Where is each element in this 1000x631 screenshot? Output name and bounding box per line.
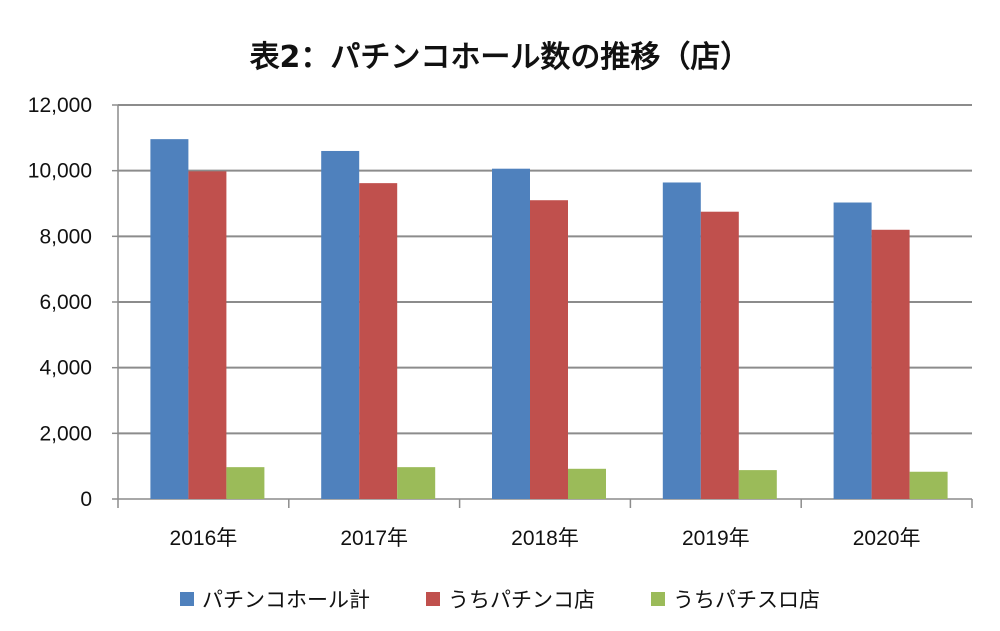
bar bbox=[871, 229, 910, 499]
bar bbox=[226, 467, 265, 499]
x-tick-label: 2017年 bbox=[340, 527, 408, 550]
bar bbox=[530, 200, 568, 499]
bar bbox=[738, 470, 777, 499]
bar bbox=[909, 471, 948, 499]
bar bbox=[700, 211, 739, 500]
legend-label: うちパチンコ店 bbox=[448, 588, 595, 612]
bar bbox=[359, 183, 398, 500]
bar bbox=[188, 171, 227, 499]
legend-swatch bbox=[426, 592, 440, 606]
x-tick-label: 2016年 bbox=[170, 527, 238, 550]
x-tick-label: 2020年 bbox=[853, 527, 921, 550]
bar bbox=[833, 202, 872, 499]
bar bbox=[150, 139, 189, 499]
bar bbox=[397, 467, 436, 499]
x-tick-label: 2019年 bbox=[682, 527, 750, 550]
chart-title: 表2：パチンコホール数の推移（店） bbox=[249, 40, 751, 75]
legend-swatch bbox=[180, 592, 194, 606]
y-tick-label: 8,000 bbox=[39, 225, 92, 248]
legend-item: うちパチスロ店 bbox=[651, 584, 820, 614]
legend-item: うちパチンコ店 bbox=[426, 584, 595, 614]
y-tick-label: 0 bbox=[80, 488, 92, 511]
bar bbox=[568, 468, 606, 499]
bar bbox=[492, 168, 530, 500]
y-tick-label: 10,000 bbox=[28, 160, 92, 183]
legend-item: パチンコホール計 bbox=[180, 584, 370, 614]
bar-chart: 0 2,000 4,000 6,000 8,000 10,000 12,000 2016年 20… bbox=[28, 94, 973, 550]
legend-label: うちパチスロ店 bbox=[673, 588, 820, 612]
bar bbox=[662, 182, 701, 499]
y-tick-label: 6,000 bbox=[39, 291, 92, 314]
y-tick-label: 12,000 bbox=[28, 94, 92, 117]
legend: パチンコホール計 うちパチンコ店 うちパチスロ店 bbox=[0, 584, 1000, 614]
legend-label: パチンコホール計 bbox=[202, 588, 370, 612]
y-tick-label: 4,000 bbox=[39, 357, 92, 380]
y-tick-label: 2,000 bbox=[39, 422, 92, 445]
bar bbox=[321, 150, 360, 499]
x-tick-label: 2018年 bbox=[511, 527, 579, 550]
legend-swatch bbox=[651, 592, 665, 606]
